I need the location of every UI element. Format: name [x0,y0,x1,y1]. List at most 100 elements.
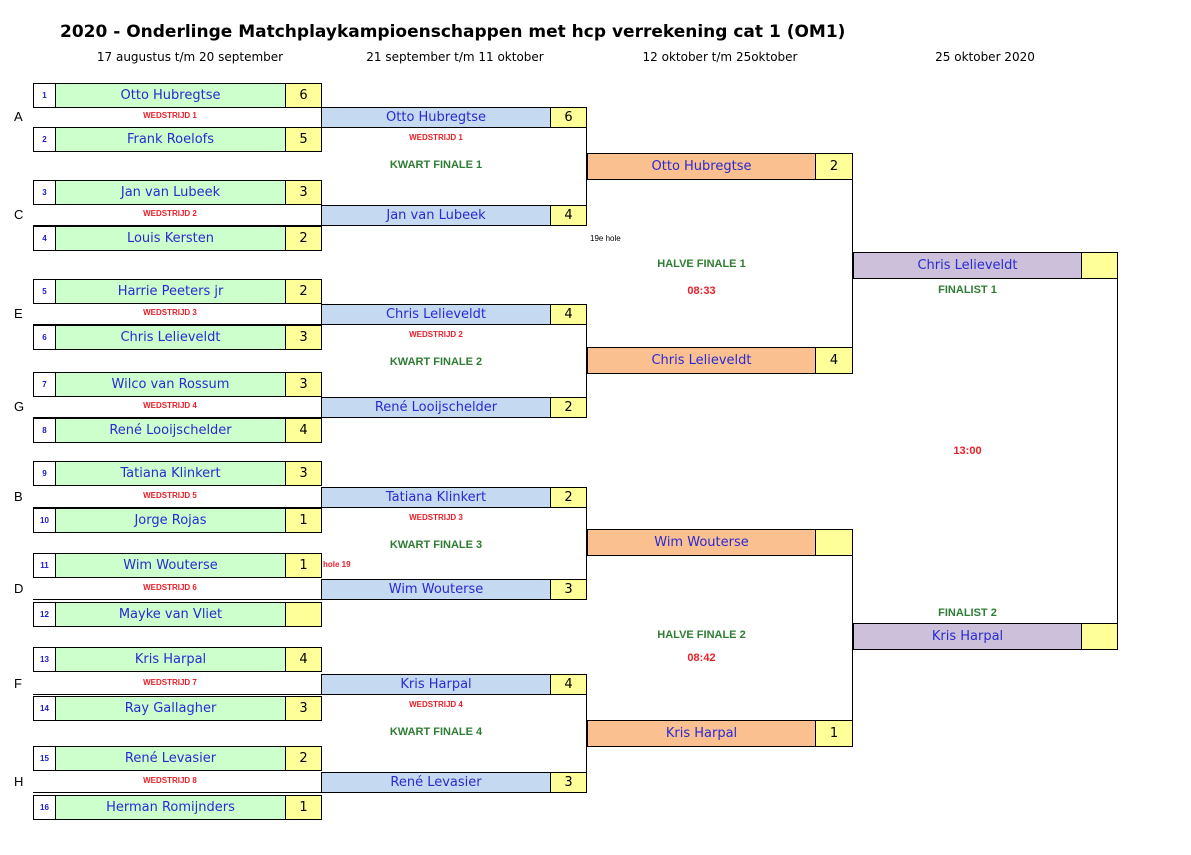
player-score[interactable]: 3 [550,579,587,600]
player-name[interactable]: René Looijschelder [321,397,551,418]
player-name[interactable]: Chris Lelieveldt [55,325,286,350]
player-score[interactable]: 1 [285,795,322,820]
seed-number: 13 [33,647,56,672]
seed-number: 12 [33,602,56,627]
bracket-line [852,153,853,374]
player-score[interactable]: 4 [550,674,587,695]
finalist-label: FINALIST 2 [938,607,997,619]
finalist-name[interactable]: Chris Lelieveldt [853,252,1082,279]
player-name[interactable]: René Levasier [55,746,286,771]
seed-number: 9 [33,461,56,486]
player-score[interactable]: 3 [285,696,322,721]
player-name[interactable]: Kris Harpal [55,647,286,672]
player-score[interactable]: 3 [285,325,322,350]
player-score[interactable]: 4 [285,418,322,443]
player-score[interactable]: 4 [285,647,322,672]
finalist-label: FINALIST 1 [938,284,997,296]
note-19e-hole: 19e hole [590,234,621,243]
bracket-line [33,792,322,793]
player-name[interactable]: Wim Wouterse [55,553,286,578]
player-score[interactable]: 2 [285,226,322,251]
group-letter: A [14,109,23,124]
player-name[interactable]: Frank Roelofs [55,127,286,152]
bracket-line [586,107,587,225]
player-name[interactable]: Otto Hubregtse [55,83,286,108]
seed-number: 3 [33,180,56,205]
player-score[interactable]: 2 [285,279,322,304]
player-name[interactable]: Mayke van Vliet [55,602,286,627]
player-name[interactable]: Ray Gallagher [55,696,286,721]
seed-number: 16 [33,795,56,820]
player-score[interactable]: 6 [285,83,322,108]
player-name[interactable]: Chris Lelieveldt [321,304,551,325]
group-letter: D [14,581,24,596]
player-name[interactable]: Herman Romijnders [55,795,286,820]
match-label: WEDSTRIJD 2 [143,209,197,218]
stage-label: KWART FINALE 1 [389,159,483,171]
player-score[interactable]: 3 [285,461,322,486]
match-label: WEDSTRIJD 7 [143,678,197,687]
player-score[interactable]: 1 [285,508,322,533]
player-score[interactable]: 4 [550,205,587,226]
seed-number: 10 [33,508,56,533]
stage-label: KWART FINALE 3 [389,539,483,551]
player-name[interactable]: Jorge Rojas [55,508,286,533]
finalist-score[interactable] [1081,623,1118,650]
bracket-line [33,694,322,695]
player-name[interactable]: Wilco van Rossum [55,372,286,397]
player-score[interactable]: 4 [550,304,587,325]
match-label: WEDSTRIJD 2 [409,330,463,339]
stage-label: KWART FINALE 4 [389,726,483,738]
player-score[interactable]: 3 [285,180,322,205]
bracket-line [33,324,322,325]
player-score[interactable]: 2 [550,487,587,508]
bracket-line [586,304,587,417]
player-name[interactable]: Harrie Peeters jr [55,279,286,304]
group-letter: G [14,399,25,414]
player-score[interactable] [815,529,853,556]
seed-number: 8 [33,418,56,443]
match-label: WEDSTRIJD 6 [143,583,197,592]
player-name[interactable]: Wim Wouterse [587,529,816,556]
player-score[interactable]: 1 [815,720,853,747]
stage-label: HALVE FINALE 2 [657,629,746,641]
group-letter: E [14,306,23,321]
player-score[interactable]: 2 [285,746,322,771]
player-score[interactable]: 2 [815,153,853,180]
finalist-name[interactable]: Kris Harpal [853,623,1082,650]
group-letter: H [14,774,24,789]
player-name[interactable]: René Looijschelder [55,418,286,443]
note-hole-19: hole 19 [323,560,351,569]
match-label: WEDSTRIJD 3 [143,308,197,317]
round1-header: 17 augustus t/m 20 september [96,50,284,64]
group-letter: F [14,676,22,691]
match-label: WEDSTRIJD 4 [409,700,463,709]
player-name[interactable]: Tatiana Klinkert [55,461,286,486]
player-score[interactable] [285,602,322,627]
player-name[interactable]: René Levasier [321,772,551,793]
player-score[interactable]: 3 [285,372,322,397]
player-name[interactable]: Otto Hubregtse [321,107,551,128]
player-score[interactable]: 2 [550,397,587,418]
player-score[interactable]: 4 [815,347,853,374]
player-score[interactable]: 1 [285,553,322,578]
player-name[interactable]: Chris Lelieveldt [587,347,816,374]
player-name[interactable]: Jan van Lubeek [55,180,286,205]
player-name[interactable]: Jan van Lubeek [321,205,551,226]
stage-label: KWART FINALE 2 [389,356,483,368]
player-name[interactable]: Kris Harpal [587,720,816,747]
player-name[interactable]: Kris Harpal [321,674,551,695]
player-score[interactable]: 5 [285,127,322,152]
player-name[interactable]: Louis Kersten [55,226,286,251]
seed-number: 1 [33,83,56,108]
player-score[interactable]: 3 [550,772,587,793]
final-time: 13:00 [953,445,982,457]
player-name[interactable]: Tatiana Klinkert [321,487,551,508]
stage-label: HALVE FINALE 1 [657,258,746,270]
player-name[interactable]: Wim Wouterse [321,579,551,600]
seed-number: 11 [33,553,56,578]
player-name[interactable]: Otto Hubregtse [587,153,816,180]
finalist-score[interactable] [1081,252,1118,279]
player-score[interactable]: 6 [550,107,587,128]
match-label: WEDSTRIJD 5 [143,491,197,500]
